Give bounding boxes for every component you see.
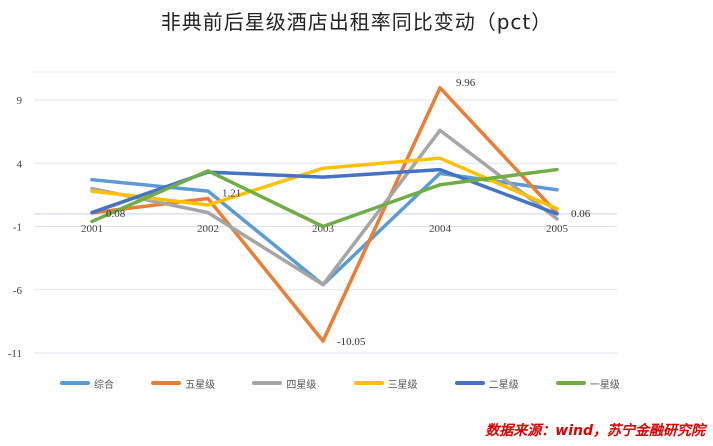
legend-item: 一星级: [555, 376, 620, 391]
x-tick-label: 2004: [429, 223, 452, 235]
data-labels: 0.08 1.21 -10.05 9.96 0.06: [106, 77, 591, 348]
legend-label: 四星级: [286, 379, 317, 391]
x-axis-ticks: 2001 2002 2003 2004 2005: [81, 223, 569, 235]
y-tick-label: 4: [17, 158, 23, 170]
legend-item: 四星级: [252, 376, 316, 391]
y-tick-label: -6: [13, 285, 23, 297]
legend-label: 五星级: [185, 379, 216, 391]
x-tick-label: 2005: [546, 223, 569, 235]
y-axis-ticks: 9 4 -1 -6 -11: [8, 95, 23, 360]
data-label: 1.21: [222, 188, 241, 200]
series-line-一星级: [90, 167, 559, 229]
gridlines: [34, 71, 617, 354]
legend-swatch: [454, 381, 485, 385]
chart-title: 非典前后星级酒店出租率同比变动（pct）: [160, 10, 553, 34]
data-label: 0.08: [106, 208, 126, 220]
legend-item: 二星级: [454, 376, 519, 391]
legend-label: 一星级: [589, 379, 620, 391]
legend-item: 综合: [60, 376, 114, 391]
legend-swatch: [353, 381, 384, 385]
legend-label: 二星级: [488, 379, 519, 391]
data-label: -10.05: [337, 336, 366, 348]
legend-swatch: [252, 381, 283, 385]
legend-item: 五星级: [151, 376, 215, 391]
y-tick-label: -1: [13, 222, 22, 234]
legend-swatch: [151, 381, 182, 385]
data-label: 9.96: [456, 77, 476, 89]
series-line-四星级: [90, 128, 559, 287]
series-line-三星级: [90, 156, 559, 211]
y-tick-label: -11: [8, 348, 22, 360]
x-tick-label: 2002: [197, 223, 219, 235]
series-line-二星级: [90, 167, 559, 216]
y-tick-label: 9: [17, 95, 23, 107]
series-lines: [90, 86, 559, 343]
legend-label: 综合: [94, 379, 114, 391]
legend-label: 三星级: [387, 379, 418, 391]
source-note: 数据来源：wind，苏宁金融研究院: [485, 423, 705, 439]
legend-item: 三星级: [353, 376, 418, 391]
legend-swatch: [60, 381, 90, 385]
legend-swatch: [555, 381, 586, 385]
x-tick-label: 2001: [81, 223, 103, 235]
series-line-五星级: [90, 86, 559, 343]
chart-legend: 综合 五星级 四星级 三星级 二星级 一星级: [60, 374, 620, 392]
data-label: 0.06: [571, 208, 591, 220]
